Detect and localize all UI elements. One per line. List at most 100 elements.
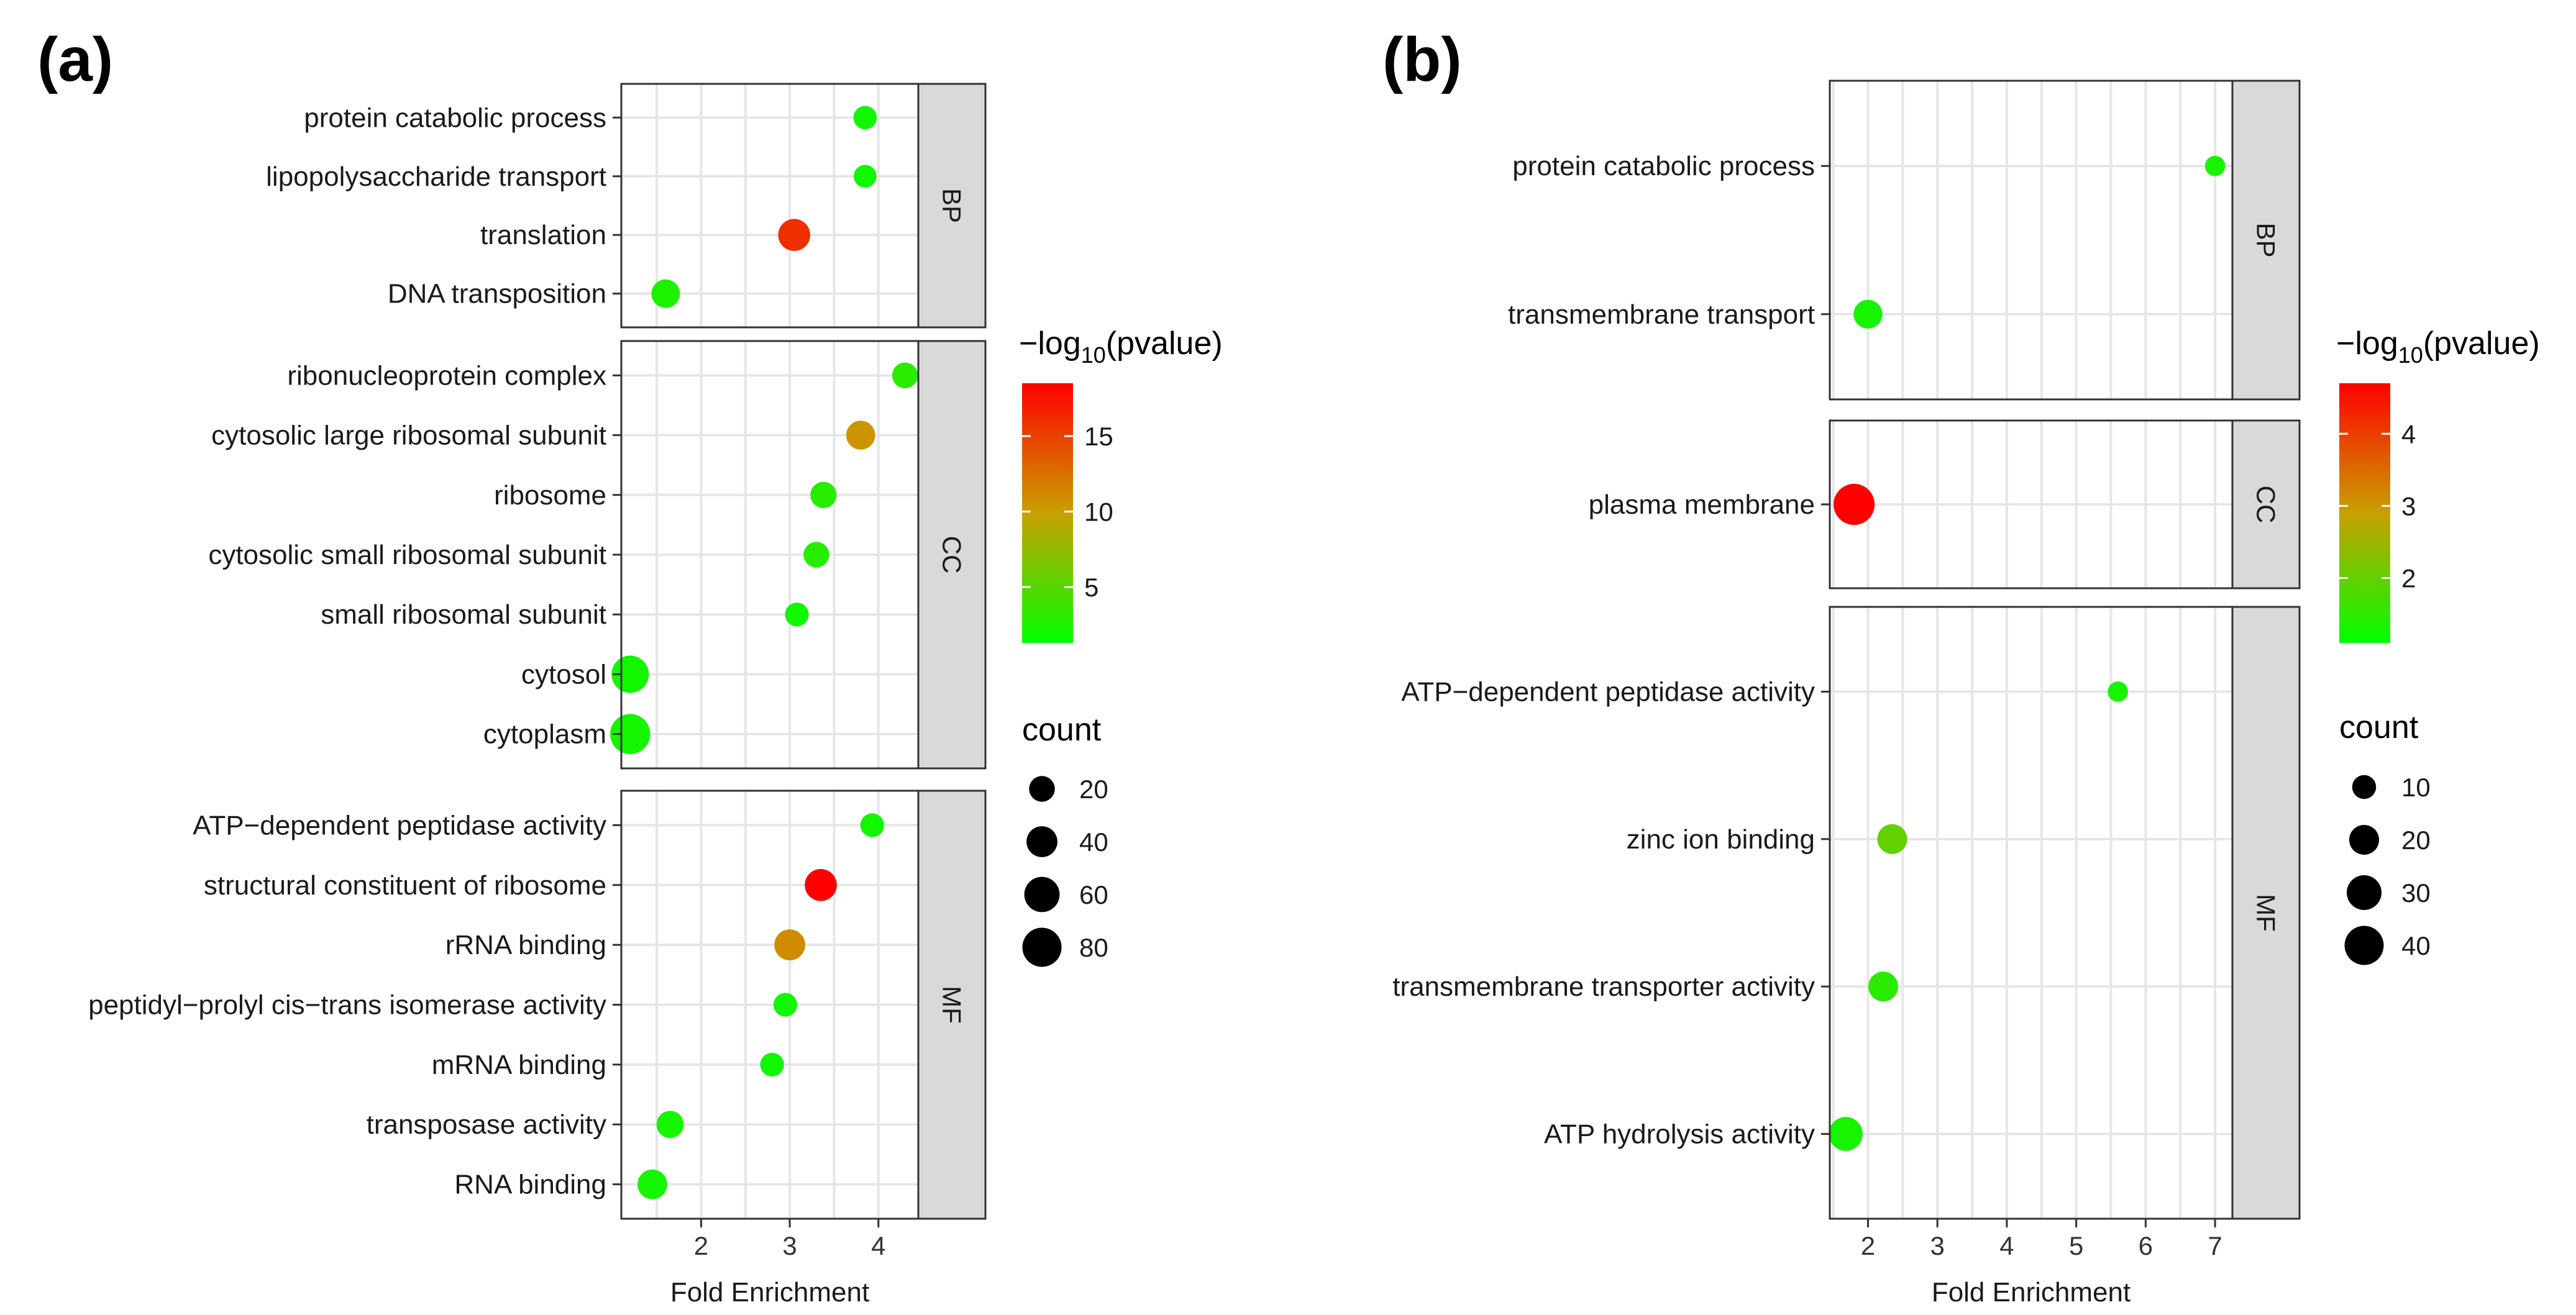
category-label: zinc ion binding	[1627, 824, 1815, 855]
size-legend-dot	[2344, 926, 2384, 965]
size-legend-title: count	[2339, 709, 2419, 745]
data-point	[892, 362, 918, 389]
x-tick-label: 4	[871, 1231, 885, 1260]
facet-strip	[2231, 606, 2301, 1220]
size-legend-dot	[1022, 927, 1062, 967]
facet-mf: ATP−dependent peptidase activity zinc ion…	[1392, 606, 2301, 1220]
facet-background	[1830, 81, 2232, 399]
legend-title-prefix: −log	[2336, 325, 2398, 362]
data-point	[778, 219, 811, 252]
size-legend-dot	[2349, 824, 2380, 855]
colorbar	[1022, 383, 1073, 643]
data-point	[774, 929, 805, 961]
category-label: DNA transposition	[388, 279, 606, 309]
data-point	[610, 714, 651, 754]
data-point	[1853, 299, 1883, 329]
panel-label: (b)	[1382, 25, 1462, 94]
data-point	[656, 1111, 684, 1139]
size-legend-label: 80	[1079, 933, 1108, 962]
legend-title-subscript: 10	[2398, 342, 2423, 368]
category-label: protein catabolic process	[304, 102, 606, 133]
category-label: peptidyl−prolyl cis−trans isomerase acti…	[88, 990, 606, 1021]
data-point	[1834, 483, 1875, 526]
x-tick-label: 3	[782, 1231, 797, 1260]
size-legend-label: 60	[1079, 880, 1108, 909]
category-label: cytosolic small ribosomal subunit	[208, 540, 606, 570]
data-point	[805, 868, 837, 901]
facet-strip	[917, 789, 987, 1220]
size-legend-title: count	[1022, 712, 1102, 748]
colorbar-tick-label: 4	[2401, 419, 2416, 448]
data-point	[853, 106, 877, 130]
facet-cc: plasma membrane CC	[1589, 419, 2301, 589]
category-label: ATP−dependent peptidase activity	[193, 810, 606, 840]
colorbar	[2339, 383, 2390, 643]
category-label: transposase activity	[367, 1109, 606, 1140]
size-legend: count 20 40 60 80	[1022, 712, 1108, 967]
facet-strip	[917, 83, 987, 329]
category-label: cytosol	[521, 659, 606, 689]
data-point	[2108, 681, 2128, 702]
facet-strip	[917, 340, 987, 770]
size-legend-label: 20	[2401, 826, 2431, 855]
category-label: protein catabolic process	[1512, 151, 1815, 181]
x-tick-label: 6	[2139, 1231, 2153, 1260]
size-legend-dot	[2352, 775, 2377, 799]
x-tick-label: 7	[2208, 1231, 2222, 1260]
data-point	[760, 1052, 784, 1076]
data-point	[810, 481, 837, 508]
category-label: rRNA binding	[445, 930, 606, 960]
x-axis: 2 3 4 5 6 7 Fold Enrichment	[1861, 1219, 2222, 1308]
strip-label: CC	[938, 536, 967, 574]
category-label: cytosolic large ribosomal subunit	[211, 421, 606, 451]
size-legend-dot	[2347, 875, 2382, 910]
x-tick-label: 4	[1999, 1231, 2014, 1260]
strip-label: BP	[938, 188, 967, 223]
data-point	[854, 165, 877, 188]
size-legend-label: 30	[2401, 878, 2431, 908]
legend-title-suffix: (pvalue)	[1106, 325, 1223, 362]
category-label: ATP hydrolysis activity	[1544, 1119, 1815, 1150]
data-point	[1877, 824, 1907, 854]
strip-label: MF	[2252, 894, 2281, 932]
category-label: RNA binding	[454, 1170, 606, 1200]
facet-bp: protein catabolic process lipopolysacchar…	[266, 83, 987, 329]
data-point	[637, 1169, 667, 1199]
facet-bp: protein catabolic process transmembrane t…	[1508, 80, 2301, 401]
size-legend-label: 40	[1079, 827, 1108, 857]
x-tick-label: 5	[2069, 1231, 2083, 1260]
data-point	[1829, 1117, 1863, 1151]
facet-strip	[2231, 80, 2301, 401]
x-tick-label: 2	[694, 1231, 708, 1260]
strip-label: MF	[938, 986, 967, 1024]
category-label: transmembrane transporter activity	[1392, 971, 1815, 1002]
colorbar-tick-label: 10	[1084, 498, 1113, 527]
size-legend-label: 10	[2401, 773, 2431, 802]
colorbar-tick-label: 5	[1084, 573, 1098, 602]
x-tick-label: 3	[1930, 1231, 1944, 1260]
facet-background	[1830, 607, 2232, 1219]
legend-title-subscript: 10	[1081, 342, 1106, 368]
data-point	[846, 421, 875, 450]
colorbar-tick-label: 15	[1084, 422, 1113, 451]
strip-label: BP	[2252, 222, 2281, 257]
size-legend-label: 40	[2401, 931, 2431, 960]
x-axis-title: Fold Enrichment	[670, 1277, 869, 1308]
size-legend: count 10 20 30 40	[2339, 709, 2431, 965]
colorbar-tick-label: 2	[2401, 564, 2416, 593]
color-legend-title: −log10(pvalue)	[1019, 325, 1223, 368]
color-legend-title: −log10(pvalue)	[2336, 325, 2540, 368]
facet-strip	[2231, 419, 2301, 589]
panel-a: (a) protein catabolic process lipopolysacc…	[37, 25, 1223, 1308]
size-legend-label: 20	[1079, 775, 1108, 804]
category-label: ATP−dependent peptidase activity	[1401, 676, 1815, 707]
category-label: translation	[480, 220, 606, 250]
category-label: mRNA binding	[432, 1050, 606, 1080]
category-label: cytoplasm	[483, 719, 606, 750]
data-point	[2204, 155, 2226, 176]
category-label: transmembrane transport	[1508, 299, 1815, 330]
panel-label: (a)	[37, 25, 113, 94]
category-label: ribosome	[494, 480, 606, 511]
